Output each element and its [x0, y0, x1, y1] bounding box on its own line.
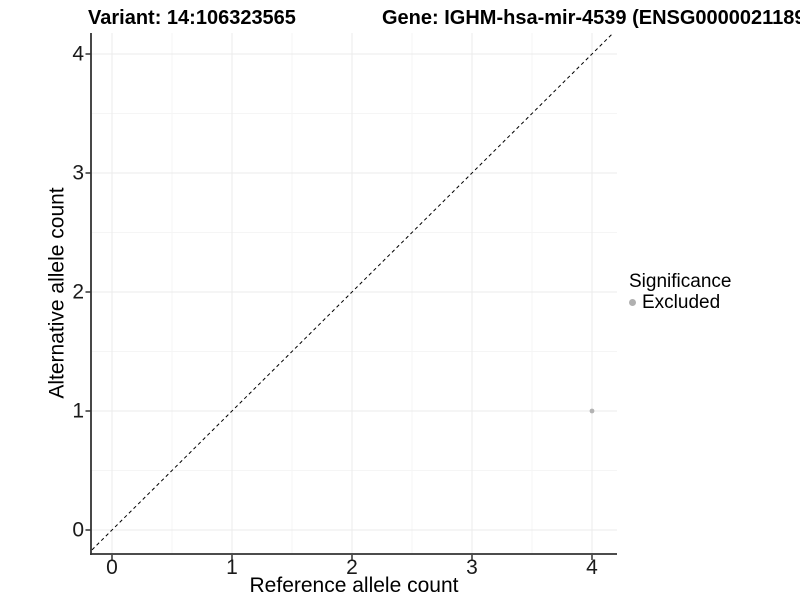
legend: Significance Excluded [629, 271, 731, 313]
y-tick-label: 0 [72, 518, 84, 542]
legend-title: Significance [629, 271, 732, 292]
y-tick-label: 1 [72, 399, 84, 423]
y-axis-title: Alternative allele count [45, 187, 69, 399]
x-axis-title: Reference allele count [249, 574, 459, 597]
x-tick-label: 3 [466, 556, 478, 579]
y-tick-label: 4 [72, 42, 84, 66]
x-tick-label: 2 [346, 556, 358, 579]
x-tick-label: 1 [226, 556, 238, 579]
legend-entry-label: Excluded [642, 291, 721, 313]
legend-marker-circle-icon [629, 299, 636, 306]
x-tick-label: 0 [106, 556, 118, 579]
x-tick-label: 4 [586, 556, 598, 579]
legend-entry: Excluded [629, 292, 731, 313]
plot-title-variant: Variant: 14:106323565 [88, 7, 296, 29]
plot-title-gene: Gene: IGHM-hsa-mir-4539 (ENSG00000211899 [382, 7, 800, 29]
y-tick-label: 3 [72, 161, 84, 185]
data-point [589, 408, 595, 414]
identity-line-dashed [91, 32, 614, 551]
y-tick-label: 2 [72, 280, 84, 304]
